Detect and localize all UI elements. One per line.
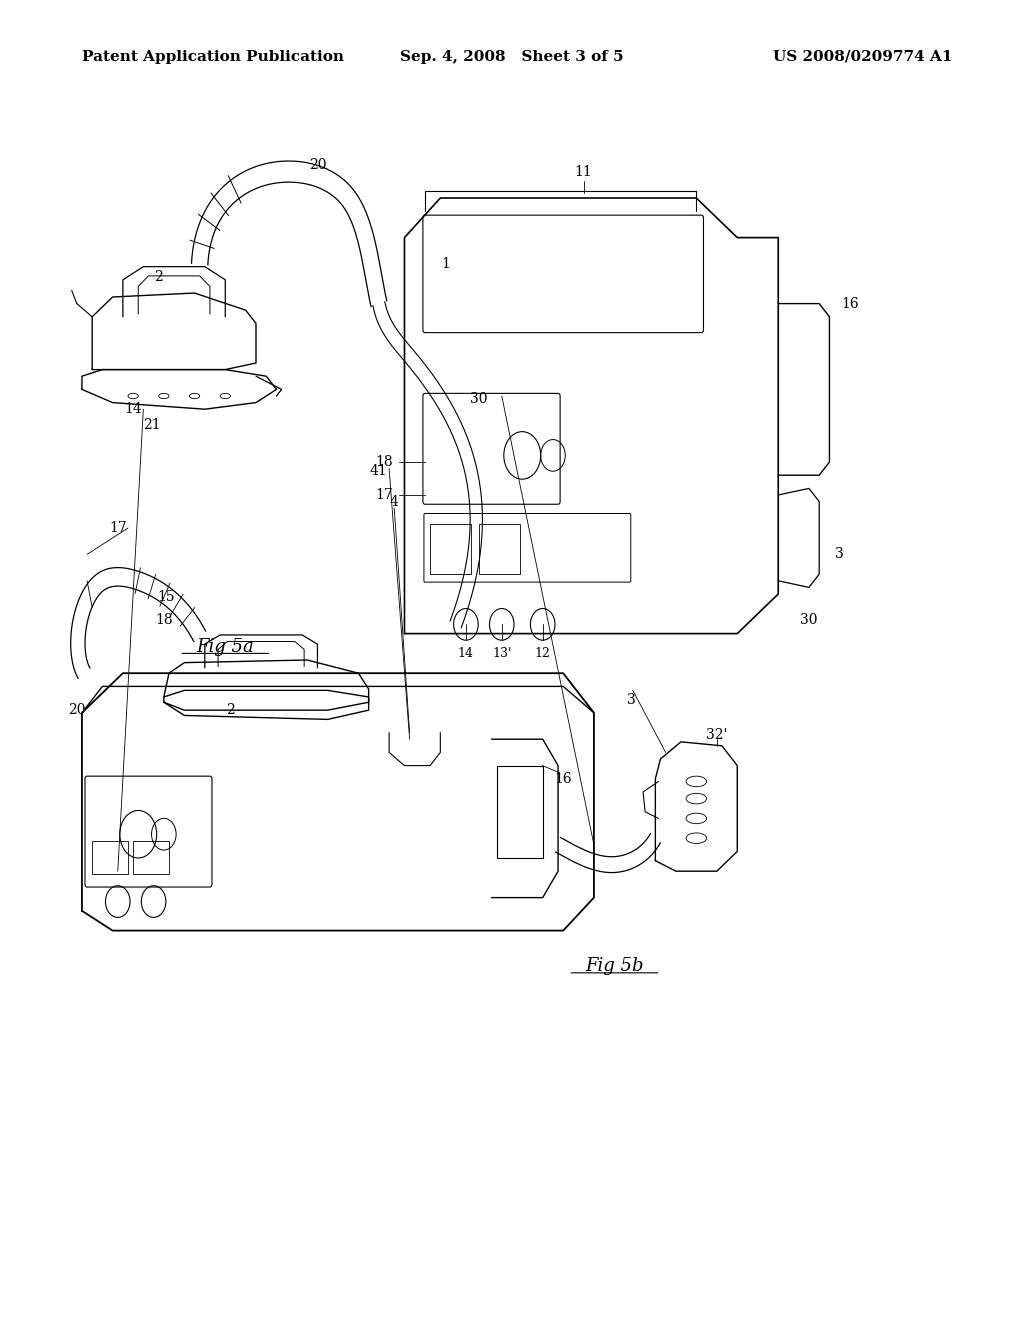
Text: 3: 3 bbox=[628, 693, 636, 706]
Text: 41: 41 bbox=[370, 465, 388, 478]
Text: 18: 18 bbox=[155, 614, 173, 627]
Text: Patent Application Publication: Patent Application Publication bbox=[82, 50, 344, 63]
Text: 13': 13' bbox=[492, 647, 512, 660]
Bar bbox=[92, 841, 128, 874]
Text: 14: 14 bbox=[458, 647, 474, 660]
Text: 2: 2 bbox=[155, 271, 163, 284]
Text: 16: 16 bbox=[841, 297, 859, 310]
Bar bbox=[133, 841, 169, 874]
Text: Fig 5b: Fig 5b bbox=[585, 957, 644, 975]
Text: 12: 12 bbox=[535, 647, 551, 660]
Text: 20: 20 bbox=[308, 158, 327, 172]
Text: Fig 5a: Fig 5a bbox=[197, 638, 254, 656]
Text: 17: 17 bbox=[375, 488, 393, 502]
Text: 32': 32' bbox=[707, 729, 727, 742]
Text: 11: 11 bbox=[574, 165, 593, 178]
Text: 15: 15 bbox=[157, 590, 175, 603]
Text: US 2008/0209774 A1: US 2008/0209774 A1 bbox=[773, 50, 952, 63]
Text: 17: 17 bbox=[109, 521, 127, 535]
Text: 1: 1 bbox=[441, 257, 450, 271]
Text: 4: 4 bbox=[390, 495, 398, 508]
Text: 2: 2 bbox=[226, 704, 234, 717]
Text: 14: 14 bbox=[124, 403, 142, 416]
Text: 20: 20 bbox=[68, 704, 86, 717]
Text: 30: 30 bbox=[470, 392, 488, 405]
Text: 3: 3 bbox=[836, 548, 844, 561]
Bar bbox=[479, 524, 520, 574]
Bar bbox=[497, 766, 543, 858]
Text: 30: 30 bbox=[800, 614, 818, 627]
Text: 16: 16 bbox=[554, 772, 572, 785]
Bar bbox=[430, 524, 471, 574]
Text: Sep. 4, 2008   Sheet 3 of 5: Sep. 4, 2008 Sheet 3 of 5 bbox=[400, 50, 624, 63]
Text: 18: 18 bbox=[375, 455, 393, 469]
Text: 21: 21 bbox=[142, 418, 161, 432]
